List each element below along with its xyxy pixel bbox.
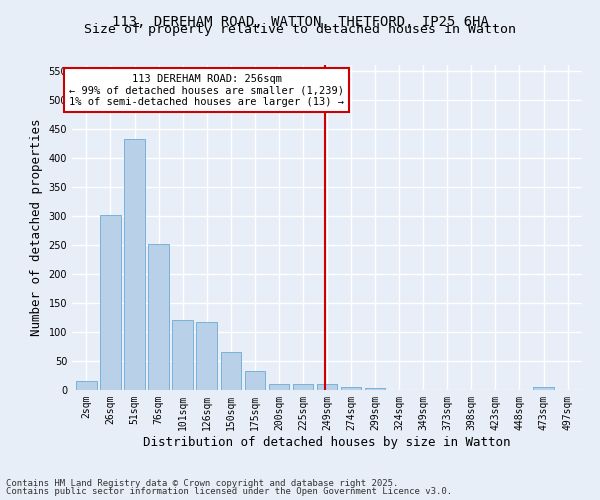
Bar [365,388,385,390]
Y-axis label: Number of detached properties: Number of detached properties [30,118,43,336]
Text: 113, DEREHAM ROAD, WATTON, THETFORD, IP25 6HA: 113, DEREHAM ROAD, WATTON, THETFORD, IP2… [112,15,488,29]
Text: Size of property relative to detached houses in Watton: Size of property relative to detached ho… [84,22,516,36]
Text: Contains public sector information licensed under the Open Government Licence v3: Contains public sector information licen… [6,487,452,496]
Bar [124,140,145,390]
X-axis label: Distribution of detached houses by size in Watton: Distribution of detached houses by size … [143,436,511,448]
Bar [341,387,361,390]
Bar [196,322,217,390]
Bar [221,352,241,390]
Bar [172,320,193,390]
Text: Contains HM Land Registry data © Crown copyright and database right 2025.: Contains HM Land Registry data © Crown c… [6,478,398,488]
Bar [148,244,169,390]
Bar [317,384,337,390]
Bar [533,387,554,390]
Bar [269,384,289,390]
Bar [245,371,265,390]
Bar [76,382,97,390]
Text: 113 DEREHAM ROAD: 256sqm
← 99% of detached houses are smaller (1,239)
1% of semi: 113 DEREHAM ROAD: 256sqm ← 99% of detach… [69,74,344,107]
Bar [100,214,121,390]
Bar [293,384,313,390]
